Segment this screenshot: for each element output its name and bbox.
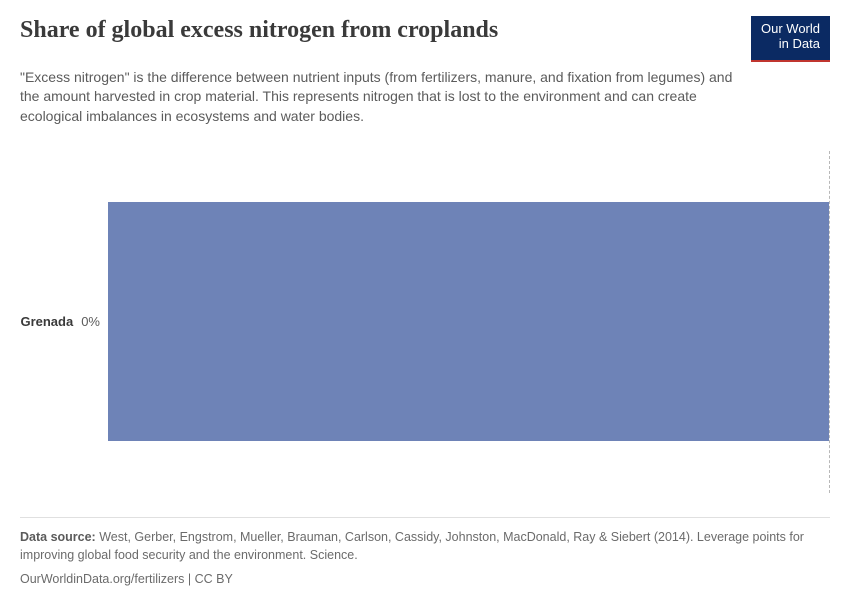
chart-area: Grenada 0% [20, 151, 830, 493]
bar-grenada [108, 202, 829, 441]
source-label: Data source: [20, 530, 96, 544]
footer-license: CC BY [195, 572, 233, 586]
logo-line2: in Data [779, 36, 820, 51]
chart-footer: Data source: West, Gerber, Engstrom, Mue… [20, 517, 830, 588]
chart-container: Share of global excess nitrogen from cro… [0, 0, 850, 600]
value-label: 0% [81, 314, 100, 329]
logo-line1: Our World [761, 21, 820, 36]
source-text: West, Gerber, Engstrom, Mueller, Brauman… [20, 530, 804, 562]
y-label-row: Grenada 0% [20, 314, 100, 329]
footer-sep: | [184, 572, 194, 586]
plot-area [108, 151, 830, 493]
footer-link: OurWorldinData.org/fertilizers [20, 572, 184, 586]
header-row: Share of global excess nitrogen from cro… [20, 16, 830, 62]
chart-subtitle: "Excess nitrogen" is the difference betw… [20, 68, 740, 127]
category-label: Grenada [20, 314, 73, 329]
y-axis-labels: Grenada 0% [20, 151, 108, 493]
owid-logo: Our World in Data [751, 16, 830, 62]
footer-row-2: OurWorldinData.org/fertilizers | CC BY [20, 570, 830, 588]
chart-title: Share of global excess nitrogen from cro… [20, 16, 498, 45]
